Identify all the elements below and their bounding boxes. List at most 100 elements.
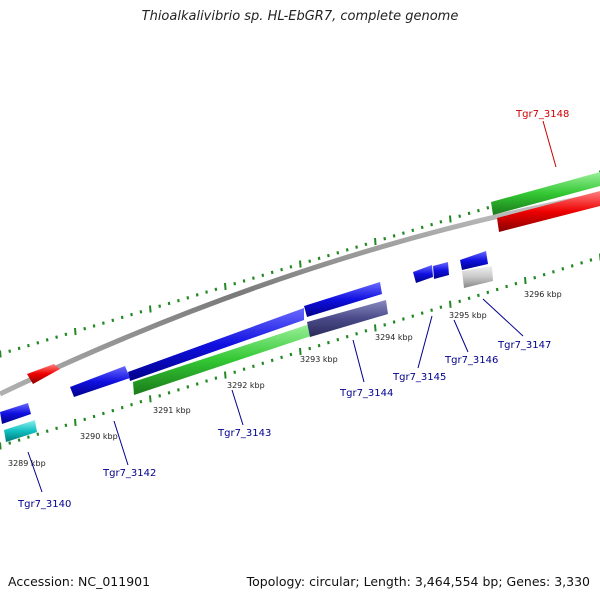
scale-label: 3295 kbp xyxy=(449,311,487,320)
gene-feature-reverse[interactable] xyxy=(133,324,311,395)
gene-feature-forward[interactable] xyxy=(491,172,600,215)
scale-tick xyxy=(383,323,387,327)
scale-tick xyxy=(327,340,330,345)
rna-feature-forward[interactable] xyxy=(497,191,600,232)
scale-tick xyxy=(336,251,340,255)
scale-tick xyxy=(55,335,58,339)
scale-tick xyxy=(92,324,96,328)
cds-feature-forward[interactable] xyxy=(128,308,304,381)
scale-tick xyxy=(64,332,68,337)
scale-tick xyxy=(392,320,396,324)
misc-feature-reverse[interactable] xyxy=(462,266,493,288)
scale-tick xyxy=(355,245,358,249)
cds-feature-reverse[interactable] xyxy=(0,403,31,424)
scale-tick xyxy=(167,391,171,395)
gene-label[interactable]: Tgr7_3147 xyxy=(497,340,551,351)
gene-label[interactable]: Tgr7_3145 xyxy=(392,372,446,383)
scale-tick xyxy=(430,308,433,312)
scale-tick xyxy=(242,279,246,283)
scale-tick xyxy=(195,382,199,386)
scale-tick xyxy=(224,282,227,291)
scale-tick xyxy=(270,270,274,275)
cds-feature-reverse[interactable] xyxy=(413,265,433,283)
scale-tick xyxy=(495,287,499,292)
scale-tick xyxy=(74,327,77,336)
scale-tick xyxy=(45,338,49,342)
cds-feature-reverse[interactable] xyxy=(307,300,388,337)
scale-tick xyxy=(158,394,162,398)
scale-tick xyxy=(552,270,555,274)
rna-feature-reverse[interactable] xyxy=(4,420,37,442)
scale-tick xyxy=(570,264,574,268)
scale-tick xyxy=(242,367,246,371)
scale-tick xyxy=(580,261,583,265)
cds-feature-forward[interactable] xyxy=(304,282,382,317)
scale-tick xyxy=(27,435,30,439)
scale-tick xyxy=(533,275,537,280)
scale-tick xyxy=(205,290,208,294)
scale-tick xyxy=(345,248,349,252)
scale-tick xyxy=(402,231,405,235)
cds-feature-reverse[interactable] xyxy=(433,262,449,279)
scale-tick xyxy=(514,281,518,286)
genome-backbone xyxy=(0,192,600,397)
scale-tick xyxy=(486,206,490,210)
scale-tick xyxy=(17,346,21,351)
scale-tick xyxy=(477,208,480,213)
scale-tick xyxy=(345,334,349,339)
scale-tick xyxy=(167,301,171,306)
cds-feature-reverse[interactable] xyxy=(70,366,130,397)
scale-tick xyxy=(27,343,30,348)
scale-tick xyxy=(449,300,452,308)
scale-tick xyxy=(17,438,21,442)
scale-label: 3292 kbp xyxy=(227,381,265,390)
scale-tick xyxy=(308,346,312,351)
scale-tick xyxy=(252,276,255,280)
cds-feature-forward[interactable] xyxy=(27,364,60,384)
gene-label[interactable]: Tgr7_3144 xyxy=(339,388,393,399)
scale-tick xyxy=(355,332,358,336)
scale-tick xyxy=(261,273,265,278)
scale-tick xyxy=(224,371,227,379)
scale-tick xyxy=(195,293,199,297)
scale-tick xyxy=(158,304,162,308)
cds-feature-forward[interactable] xyxy=(460,251,488,270)
gene-label[interactable]: Tgr7_3140 xyxy=(17,499,71,510)
scale-tick xyxy=(83,326,87,331)
scale-tick xyxy=(589,258,593,262)
scale-tick xyxy=(55,426,58,431)
scale-tick xyxy=(299,347,302,356)
scale-tick xyxy=(289,265,293,269)
scale-tick xyxy=(8,349,12,353)
scale-tick xyxy=(186,385,190,389)
scale-label: 3296 kbp xyxy=(524,290,562,299)
scale-tick xyxy=(280,355,283,360)
scale-label: 3293 kbp xyxy=(300,355,338,364)
scale-tick xyxy=(411,228,415,233)
scale-tick xyxy=(524,277,527,285)
scale-tick xyxy=(149,395,152,403)
scale-tick xyxy=(374,324,377,332)
scale-tick xyxy=(392,234,396,238)
scale-tick xyxy=(270,358,274,363)
scale-tick xyxy=(139,310,143,314)
scale-tick xyxy=(74,418,77,426)
scale-tick xyxy=(449,215,452,223)
scale-tick xyxy=(477,293,480,298)
scale-tick xyxy=(130,403,133,407)
gene-label[interactable]: Tgr7_3142 xyxy=(102,468,156,479)
scale-tick xyxy=(186,296,190,300)
scale-tick xyxy=(205,379,208,383)
scale-tick xyxy=(458,214,462,218)
scale-tick xyxy=(486,290,490,295)
scale-tick xyxy=(439,220,443,224)
scale-tick xyxy=(561,267,565,271)
scale-tick xyxy=(280,267,283,272)
scale-tick xyxy=(111,408,115,413)
scale-tick xyxy=(83,417,87,422)
gene-label[interactable]: Tgr7_3143 xyxy=(217,428,271,439)
gene-label[interactable]: Tgr7_3148 xyxy=(515,109,569,120)
scale-tick xyxy=(383,236,387,241)
gene-label[interactable]: Tgr7_3146 xyxy=(444,355,498,366)
